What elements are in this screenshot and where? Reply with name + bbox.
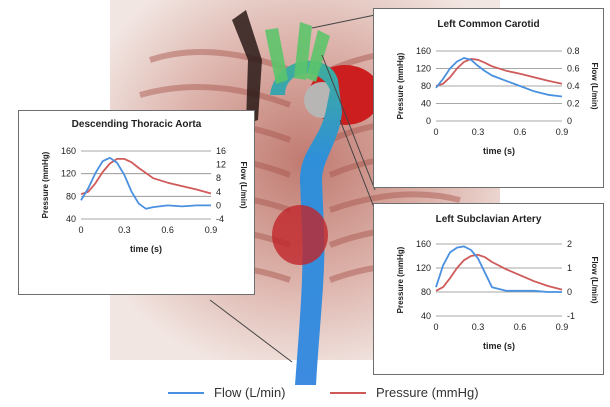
x-axis-label: time (s) (483, 341, 515, 351)
y-left-tick-label: 40 (66, 214, 76, 224)
y-right-tick-label: 0 (216, 200, 221, 210)
y-left-tick-label: 120 (416, 263, 431, 273)
y-right-axis-label: Flow (L/min) (239, 161, 248, 208)
x-tick-label: 0 (78, 225, 83, 235)
y-right-tick-label: 1 (567, 263, 572, 273)
y-right-axis-label: Flow (L/min) (590, 62, 599, 109)
panel-left-common-carotid: Left Common Carotid 0 40 80 120 160 0 0.2 0.4 0.… (373, 8, 604, 188)
y-right-tick-label: 0.8 (567, 46, 580, 56)
y-right-tick-label: 0.6 (567, 64, 580, 74)
y-right-tick-label: 0.4 (567, 81, 580, 91)
pressure-series-line (80, 158, 212, 195)
dark-vessel (232, 10, 262, 124)
flow-series-line (435, 245, 562, 293)
flow-line-swatch (168, 391, 204, 394)
x-tick-label: 0 (433, 322, 438, 332)
x-tick-label: 0.3 (472, 127, 485, 137)
heart-lower (272, 205, 328, 265)
x-tick-label: 0.6 (514, 127, 527, 137)
panel-left-subclavian-artery: Left Subclavian Artery 40 80 120 160 -1 0 1 2 0 0… (373, 203, 604, 375)
x-axis-label: time (s) (130, 244, 162, 254)
y-right-axis-label: Flow (L/min) (590, 256, 599, 303)
leader-lines (209, 14, 376, 363)
x-tick-label: 0.9 (205, 225, 218, 235)
flow-series-line (435, 57, 563, 98)
y-left-tick-label: 120 (61, 169, 76, 179)
y-left-axis-label: Pressure (mmHg) (396, 246, 405, 313)
pressure-line-swatch (330, 391, 366, 394)
panel-title: Descending Thoracic Aorta (71, 119, 202, 130)
y-left-tick-label: 160 (416, 46, 431, 56)
y-right-tick-label: 0 (567, 116, 572, 126)
y-left-tick-label: 160 (61, 146, 76, 156)
x-tick-label: 0.3 (472, 322, 485, 332)
chart-left-common-carotid: 0 40 80 120 160 0 0.2 0.4 0.6 0.8 0 0.3 0.6 0.9 time (… (396, 46, 599, 156)
y-right-tick-label: 12 (216, 160, 226, 170)
supra-aortic-branches (265, 22, 330, 84)
y-left-tick-label: 160 (416, 239, 431, 249)
x-tick-label: 0.3 (118, 225, 131, 235)
legend: Flow (L/min) Pressure (mmHg) (0, 378, 610, 406)
panel-title: Left Subclavian Artery (435, 214, 542, 225)
x-tick-label: 0.6 (161, 225, 174, 235)
y-left-tick-label: 40 (421, 99, 431, 109)
y-right-tick-label: -1 (567, 311, 575, 321)
x-tick-label: 0.9 (556, 322, 569, 332)
y-left-tick-label: 0 (426, 116, 431, 126)
y-left-tick-label: 80 (421, 81, 431, 91)
y-right-tick-label: 4 (216, 187, 221, 197)
pressure-series-line (435, 253, 563, 292)
legend-label-flow: Flow (L/min) (214, 385, 286, 400)
y-right-tick-label: 2 (567, 239, 572, 249)
x-axis-label: time (s) (483, 146, 515, 156)
y-right-tick-label: 16 (216, 146, 226, 156)
x-tick-label: 0.6 (514, 322, 527, 332)
flow-series-line (80, 156, 211, 210)
y-right-tick-label: 0.2 (567, 99, 580, 109)
y-left-tick-label: 40 (421, 311, 431, 321)
pressure-series-line (435, 58, 563, 87)
legend-item-flow: Flow (L/min) (168, 385, 286, 400)
x-tick-label: 0.9 (556, 127, 569, 137)
y-right-tick-label: 0 (567, 287, 572, 297)
y-left-tick-label: 80 (66, 191, 76, 201)
legend-label-pressure: Pressure (mmHg) (376, 385, 479, 400)
y-left-axis-label: Pressure (mmHg) (41, 151, 50, 218)
panel-descending-thoracic-aorta: Descending Thoracic Aorta 40 80 120 160 -4 0 4… (18, 110, 255, 295)
legend-item-pressure: Pressure (mmHg) (330, 385, 479, 400)
y-right-tick-label: 8 (216, 173, 221, 183)
y-right-tick-label: -4 (216, 214, 224, 224)
y-left-tick-label: 80 (421, 287, 431, 297)
y-left-axis-label: Pressure (mmHg) (396, 52, 405, 119)
x-tick-label: 0 (433, 127, 438, 137)
y-left-tick-label: 120 (416, 64, 431, 74)
panel-title: Left Common Carotid (437, 19, 540, 30)
